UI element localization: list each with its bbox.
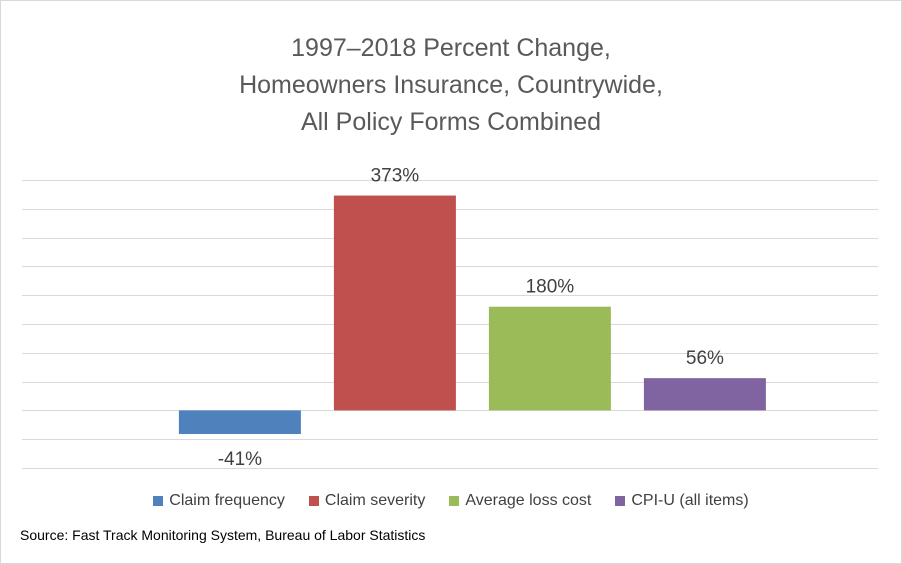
bar-cpi-u-all-items: [643, 378, 766, 411]
bar-average-loss-cost: [488, 306, 611, 411]
legend-item-claim-frequency: Claim frequency: [153, 492, 285, 510]
bar-claim-frequency: [178, 410, 301, 435]
legend-label: Claim frequency: [169, 492, 285, 509]
chart-title: 1997–2018 Percent Change, Homeowners Ins…: [0, 30, 902, 141]
data-label: 373%: [371, 166, 420, 187]
chart-title-line-2: Homeowners Insurance, Countrywide,: [239, 71, 663, 99]
legend-item-average-loss-cost: Average loss cost: [449, 492, 591, 510]
bars: [178, 195, 766, 435]
chart-title-line-3: All Policy Forms Combined: [300, 108, 602, 136]
bar-claim-severity: [333, 195, 456, 411]
data-label: -41%: [218, 449, 262, 470]
data-label: 56%: [686, 348, 724, 369]
legend-swatch: [449, 496, 460, 506]
legend: Claim frequency Claim severity Average l…: [0, 492, 902, 510]
legend-label: CPI-U (all items): [631, 492, 749, 509]
legend-item-claim-severity: Claim severity: [308, 492, 426, 510]
legend-label: Claim severity: [324, 492, 426, 509]
legend-swatch: [615, 496, 626, 506]
data-labels: -41% 373% 180% 56%: [218, 166, 724, 470]
data-label: 180%: [526, 277, 575, 298]
chart-title-line-1: 1997–2018 Percent Change,: [291, 34, 611, 62]
legend-swatch: [153, 496, 164, 506]
legend-item-cpi-u: CPI-U (all items): [615, 492, 749, 510]
legend-swatch: [308, 496, 319, 506]
source-note: Source: Fast Track Monitoring System, Bu…: [20, 527, 426, 543]
legend-label: Average loss cost: [465, 492, 592, 509]
